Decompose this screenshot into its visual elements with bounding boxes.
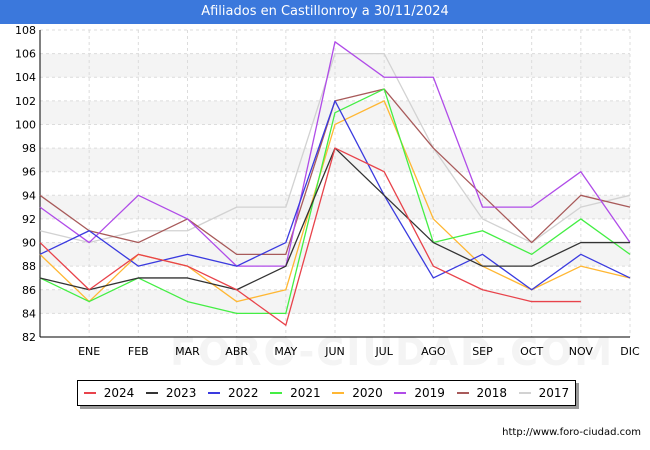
x-tick-label: ENE xyxy=(78,345,100,358)
y-tick-label: 104 xyxy=(15,71,36,84)
chart-title: Afiliados en Castillonroy a 30/11/2024 xyxy=(0,0,650,24)
plot-band xyxy=(40,148,630,172)
y-tick-label: 86 xyxy=(22,284,36,297)
legend-item-2021: 2021 xyxy=(270,386,321,400)
legend-item-2023: 2023 xyxy=(145,386,197,400)
y-tick-label: 88 xyxy=(22,260,36,273)
legend-swatch xyxy=(394,392,407,394)
series-line-2024 xyxy=(39,147,581,326)
legend-item-2018: 2018 xyxy=(456,386,508,400)
legend-item-2022: 2022 xyxy=(208,386,259,400)
y-tick-label: 96 xyxy=(22,166,36,179)
plot-band xyxy=(40,124,630,149)
plot-band xyxy=(40,77,630,101)
plot-band xyxy=(40,195,630,219)
x-tick-label: DIC xyxy=(620,345,640,358)
legend-label: 2018 xyxy=(476,386,508,400)
y-tick-label: 102 xyxy=(15,95,36,108)
y-tick-label: 98 xyxy=(22,142,36,155)
legend: 2024 2023 2022 2021 2020 2019 2018 2017 xyxy=(77,380,576,406)
legend-swatch xyxy=(270,392,283,394)
legend-swatch xyxy=(518,392,531,394)
legend-label: 2021 xyxy=(290,386,321,400)
legend-label: 2023 xyxy=(165,386,197,400)
legend-item-2024: 2024 xyxy=(83,386,135,400)
source-url[interactable]: http://www.foro-ciudad.com xyxy=(502,427,641,438)
y-tick-label: 92 xyxy=(22,213,36,226)
x-tick-label: SEP xyxy=(472,345,493,358)
legend-swatch xyxy=(83,392,96,394)
y-tick-label: 82 xyxy=(22,331,36,344)
legend-item-2020: 2020 xyxy=(332,386,383,400)
legend-label: 2022 xyxy=(228,386,259,400)
y-tick-label: 100 xyxy=(15,118,36,131)
y-tick-label: 90 xyxy=(22,237,36,250)
x-tick-label: JUN xyxy=(324,345,345,358)
y-tick-label: 84 xyxy=(22,307,36,320)
legend-label: 2017 xyxy=(538,386,570,400)
legend-swatch xyxy=(332,392,345,394)
legend-label: 2024 xyxy=(103,386,135,400)
y-tick-label: 94 xyxy=(22,189,36,202)
series-line-2022 xyxy=(39,100,631,291)
x-tick-label: AGO xyxy=(421,345,446,358)
x-tick-label: OCT xyxy=(520,345,543,358)
legend-swatch xyxy=(208,392,221,394)
x-tick-label: JUL xyxy=(374,345,393,358)
legend-item-2017: 2017 xyxy=(518,386,570,400)
x-tick-label: ABR xyxy=(225,345,248,358)
x-tick-label: MAR xyxy=(175,345,200,358)
y-tick-label: 108 xyxy=(15,24,36,37)
x-tick-label: FEB xyxy=(128,345,149,358)
x-tick-label: NOV xyxy=(569,345,594,358)
legend-swatch xyxy=(145,392,158,394)
legend-swatch xyxy=(456,392,469,394)
legend-item-2019: 2019 xyxy=(394,386,445,400)
series-line-2019 xyxy=(39,41,631,267)
y-tick-label: 106 xyxy=(15,48,36,61)
plot-band xyxy=(40,53,630,78)
legend-label: 2019 xyxy=(414,386,445,400)
legend-label: 2020 xyxy=(352,386,383,400)
plot-band xyxy=(40,171,630,196)
x-tick-label: MAY xyxy=(274,345,297,358)
